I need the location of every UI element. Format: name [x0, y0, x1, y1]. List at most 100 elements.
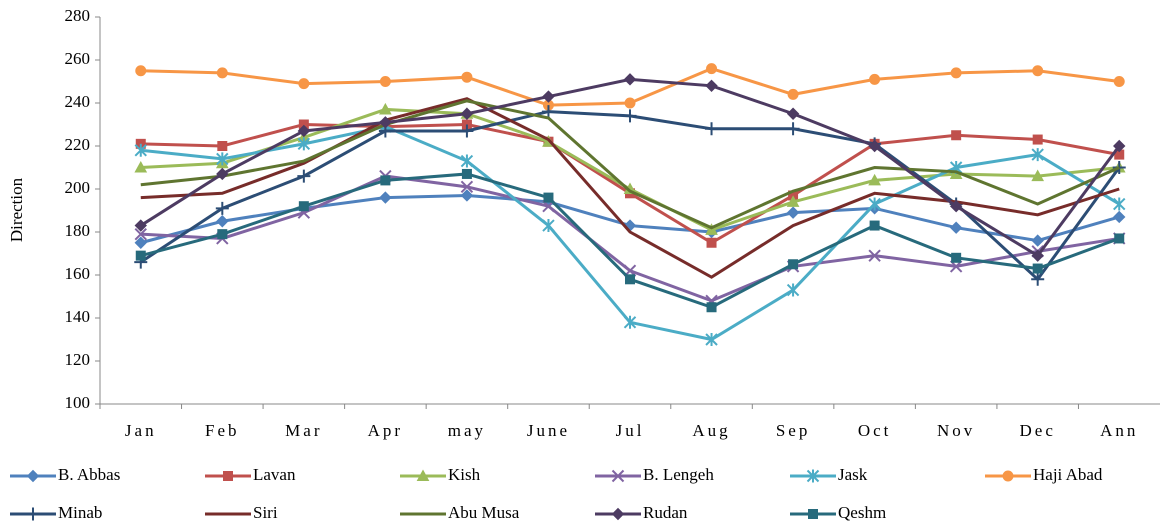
legend-marker: [26, 507, 40, 521]
x-tick-label: Jan: [125, 421, 157, 440]
legend-marker: [416, 469, 430, 481]
marker: [216, 67, 228, 79]
legend-marker: [223, 471, 233, 481]
marker: [624, 97, 636, 109]
legend-label: Abu Musa: [448, 503, 520, 522]
legend-marker: [611, 469, 625, 483]
marker: [134, 160, 148, 173]
legend-label: Haji Abad: [1033, 465, 1103, 484]
legend-label: Qeshm: [838, 503, 886, 522]
marker: [298, 201, 309, 212]
y-tick-label: 180: [65, 221, 91, 240]
y-tick-label: 160: [65, 264, 91, 283]
marker: [297, 137, 311, 151]
y-tick-label: 280: [65, 6, 91, 25]
y-tick-label: 140: [65, 307, 91, 326]
marker: [379, 76, 391, 87]
marker: [705, 122, 719, 136]
marker: [706, 63, 718, 75]
marker: [950, 67, 962, 79]
legend-label: B. Lengeh: [643, 465, 714, 484]
marker: [379, 116, 392, 129]
marker: [949, 199, 963, 213]
legend-marker: [1002, 470, 1014, 482]
marker: [541, 105, 555, 119]
x-tick-label: Ann: [1100, 421, 1138, 440]
marker: [1114, 233, 1125, 244]
marker: [1113, 197, 1126, 211]
y-tick-label: 260: [65, 49, 91, 68]
marker: [135, 65, 147, 77]
marker: [705, 223, 718, 235]
marker: [706, 302, 717, 313]
x-tick-label: Feb: [205, 421, 240, 440]
marker: [460, 189, 474, 202]
x-tick-label: Sep: [776, 421, 811, 440]
marker: [134, 219, 147, 232]
legend-marker: [808, 509, 818, 519]
x-tick-label: Mar: [285, 421, 322, 440]
legend-label: Siri: [253, 503, 278, 522]
marker: [380, 175, 391, 186]
y-tick-label: 100: [65, 393, 91, 412]
marker: [297, 169, 311, 183]
marker: [625, 274, 635, 285]
marker: [379, 102, 392, 115]
marker: [786, 283, 800, 297]
marker: [134, 227, 147, 241]
marker: [379, 191, 392, 204]
marker: [1031, 169, 1045, 182]
marker: [786, 122, 800, 136]
marker: [1031, 249, 1044, 262]
marker: [134, 143, 147, 157]
marker: [705, 79, 718, 93]
marker: [460, 154, 474, 168]
marker: [705, 333, 718, 346]
marker: [461, 168, 472, 179]
marker: [787, 88, 799, 100]
marker: [786, 195, 800, 207]
marker: [135, 250, 146, 261]
marker: [951, 130, 962, 141]
marker: [217, 141, 228, 151]
marker: [868, 249, 881, 262]
y-tick-label: 120: [65, 350, 91, 369]
marker: [134, 236, 147, 249]
marker: [706, 237, 717, 248]
x-tick-label: may: [448, 421, 486, 440]
marker: [216, 152, 229, 166]
marker: [868, 139, 881, 153]
y-tick-label: 240: [65, 92, 91, 111]
marker: [542, 219, 555, 233]
y-tick-label: 220: [65, 135, 91, 154]
marker: [1031, 148, 1044, 162]
marker: [216, 167, 229, 181]
x-tick-label: June: [527, 421, 570, 440]
series-line: [140, 99, 1120, 230]
legend-label: Rudan: [643, 503, 688, 522]
marker: [460, 124, 474, 138]
marker: [297, 124, 311, 138]
marker: [1113, 76, 1125, 87]
marker: [543, 192, 554, 203]
y-tick-label: 200: [65, 178, 91, 197]
marker: [460, 107, 474, 120]
x-tick-label: Oct: [858, 421, 892, 440]
y-axis-label: Direction: [7, 177, 26, 242]
x-tick-label: Aug: [692, 421, 730, 440]
marker: [217, 229, 228, 240]
marker: [216, 215, 229, 228]
marker: [623, 315, 637, 329]
marker: [868, 197, 881, 211]
marker: [460, 180, 474, 194]
marker: [949, 221, 963, 234]
legend-label: B. Abbas: [58, 465, 120, 484]
legend-label: Lavan: [253, 465, 296, 484]
marker: [869, 220, 880, 231]
legend-marker: [611, 507, 625, 521]
legend-label: Jask: [838, 465, 868, 484]
marker: [1032, 134, 1043, 145]
legend-label: Kish: [448, 465, 481, 484]
legend-marker: [26, 469, 40, 483]
